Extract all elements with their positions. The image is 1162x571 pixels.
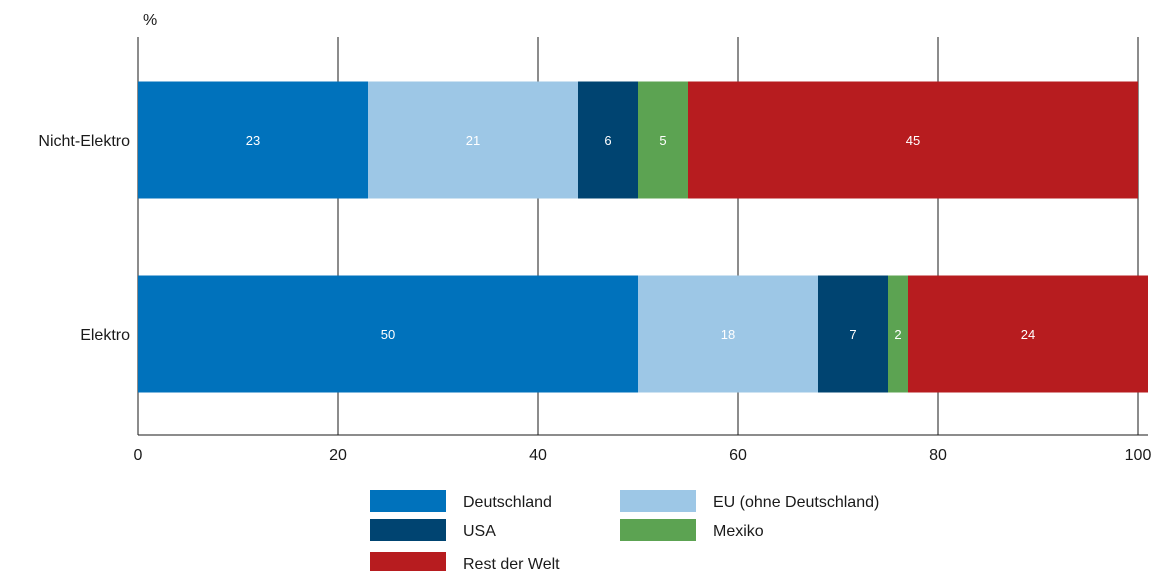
bar-segment xyxy=(638,275,818,393)
bar-segment xyxy=(138,275,638,393)
data-label: 2 xyxy=(894,327,901,342)
axes: % 0 20 40 60 80 100 Nicht-Elektro Elektro xyxy=(38,12,1151,464)
legend-label: Rest der Welt xyxy=(463,556,560,571)
unit-label: % xyxy=(143,12,157,29)
bar-segment xyxy=(578,81,638,199)
legend-label: Mexiko xyxy=(713,523,764,540)
legend-label: EU (ohne Deutschland) xyxy=(713,494,879,511)
bar-segment xyxy=(368,81,578,199)
legend-label: Deutschland xyxy=(463,494,552,511)
legend-swatch xyxy=(370,552,446,571)
category-label: Elektro xyxy=(80,327,130,344)
x-tick-label: 0 xyxy=(134,447,143,464)
x-tick-label: 80 xyxy=(929,447,947,464)
data-label: 24 xyxy=(1021,327,1035,342)
category-label: Nicht-Elektro xyxy=(38,133,130,150)
x-tick-label: 100 xyxy=(1125,447,1152,464)
bar-segment xyxy=(638,81,688,199)
bar-segment xyxy=(908,275,1148,393)
bar-segment xyxy=(818,275,888,393)
legend-swatch xyxy=(620,490,696,512)
legend-label: USA xyxy=(463,523,496,540)
legend: Deutschland EU (ohne Deutschland) USA Mexik… xyxy=(370,490,879,571)
data-label: 7 xyxy=(849,327,856,342)
data-label: 45 xyxy=(906,133,920,148)
x-tick-label: 20 xyxy=(329,447,347,464)
bar-segment xyxy=(688,81,1138,199)
data-label: 23 xyxy=(246,133,260,148)
bars: 23 21 6 5 45 50 18 7 2 24 xyxy=(138,81,1148,393)
x-tick-label: 40 xyxy=(529,447,547,464)
data-label: 6 xyxy=(604,133,611,148)
data-label: 18 xyxy=(721,327,735,342)
bar-segment xyxy=(138,81,368,199)
data-label: 21 xyxy=(466,133,480,148)
x-tick-label: 60 xyxy=(729,447,747,464)
data-label: 5 xyxy=(659,133,666,148)
data-label: 50 xyxy=(381,327,395,342)
legend-swatch xyxy=(370,519,446,541)
legend-swatch xyxy=(370,490,446,512)
legend-swatch xyxy=(620,519,696,541)
bar-segment xyxy=(888,275,908,393)
